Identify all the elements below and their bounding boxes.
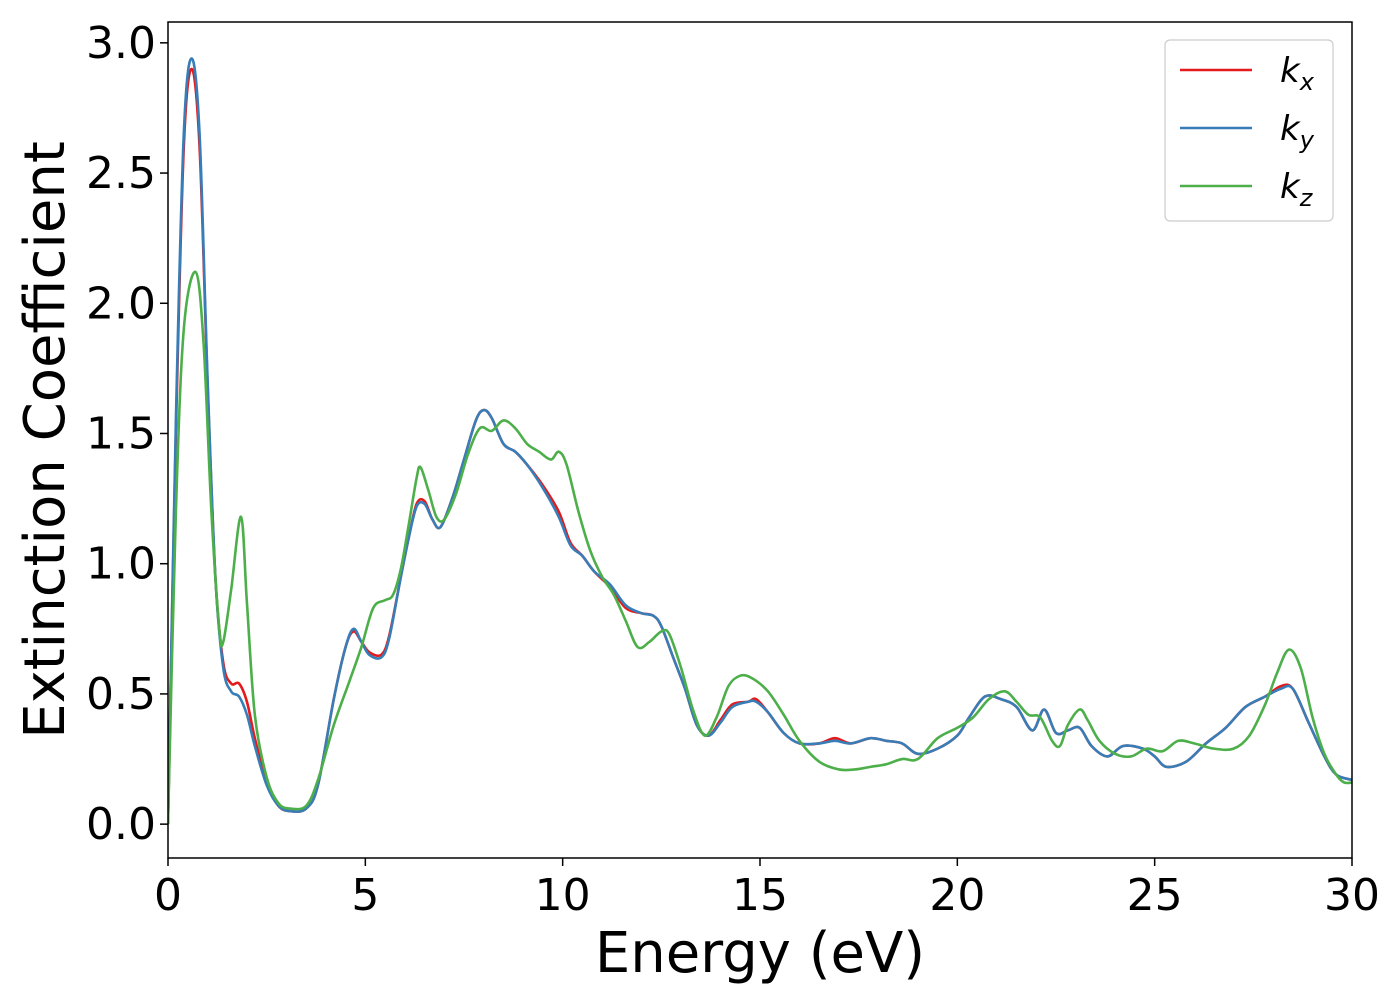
x-tick-label: 15 (732, 870, 788, 921)
x-tick-label: 5 (351, 870, 379, 921)
y-axis-label: Extinction Coefficient (13, 141, 78, 739)
x-tick-label: 30 (1324, 870, 1380, 921)
legend: kx ky kz (1164, 39, 1334, 222)
y-tick-label: 2.0 (86, 278, 156, 329)
y-tick-label: 0.0 (86, 799, 156, 850)
series-layer (168, 57, 1352, 825)
legend-label-ky: ky (1280, 109, 1315, 154)
x-axis-label: Energy (eV) (595, 921, 925, 986)
y-tick-label: 2.5 (86, 148, 156, 199)
legend-label-kx: kx (1280, 51, 1315, 96)
x-axis: 0 5 10 15 20 25 30 (154, 858, 1380, 921)
series-line-ky (168, 57, 1352, 825)
y-tick-label: 0.5 (86, 669, 156, 720)
x-tick-label: 10 (535, 870, 591, 921)
x-tick-label: 0 (154, 870, 182, 921)
y-axis: 0.0 0.5 1.0 1.5 2.0 2.5 3.0 (86, 18, 168, 850)
legend-label-kz: kz (1280, 167, 1314, 212)
y-tick-label: 1.0 (86, 539, 156, 590)
y-tick-label: 1.5 (86, 408, 156, 459)
legend-box (1164, 39, 1334, 222)
x-tick-label: 20 (929, 870, 985, 921)
y-tick-label: 3.0 (86, 18, 156, 69)
x-tick-label: 25 (1127, 870, 1183, 921)
series-line-kz (168, 270, 1352, 825)
